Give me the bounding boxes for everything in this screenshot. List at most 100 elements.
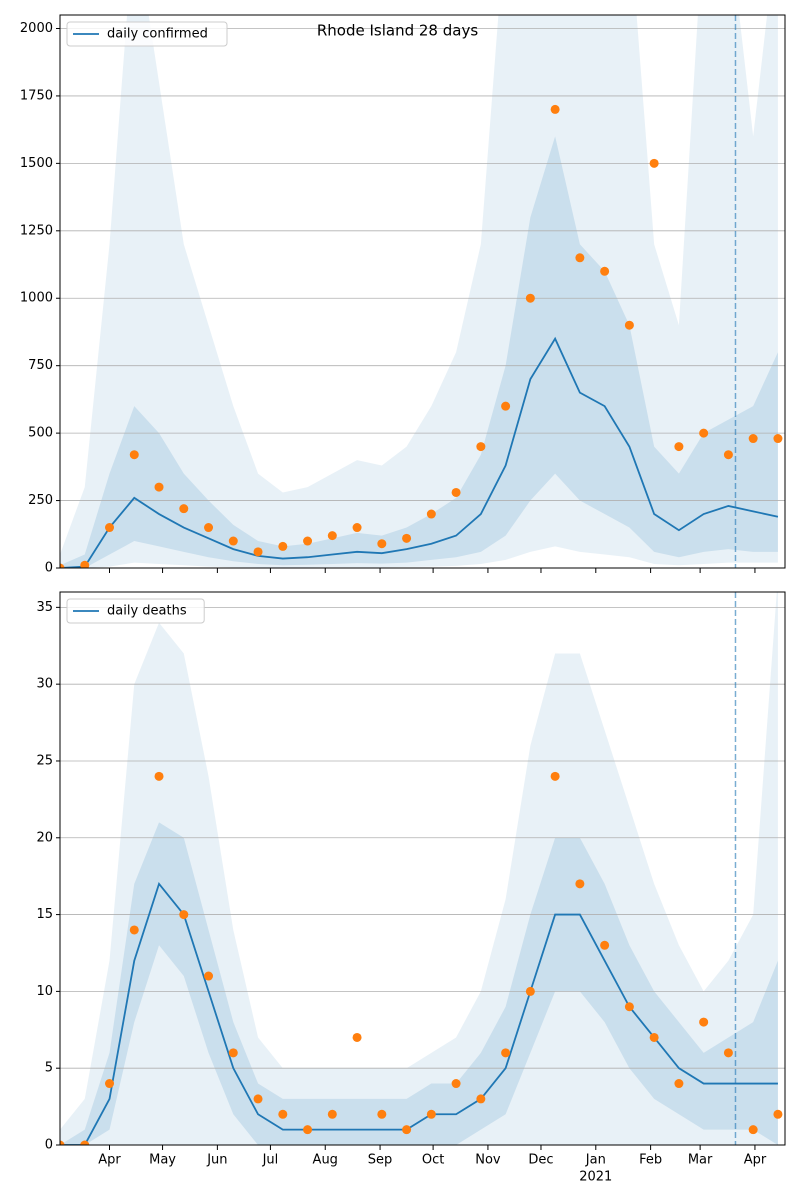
data-point [402, 1125, 412, 1135]
data-point [327, 1109, 337, 1119]
y-tick-label: 250 [28, 493, 53, 508]
y-tick-label: 10 [36, 984, 53, 999]
data-point [525, 293, 535, 303]
data-point [129, 925, 139, 935]
data-point [60, 1140, 65, 1145]
data-point [773, 1109, 783, 1119]
data-point [624, 1002, 634, 1012]
data-point [377, 1109, 387, 1119]
data-point [674, 442, 684, 452]
y-tick-label: 1750 [20, 88, 53, 103]
data-point [154, 482, 164, 492]
data-point [154, 771, 164, 781]
legend: daily confirmed [66, 21, 228, 47]
data-point [352, 1032, 362, 1042]
data-point [179, 504, 189, 514]
x-tick-label: Jan [585, 1153, 606, 1168]
data-point [476, 1094, 486, 1104]
y-tick-label: 750 [28, 358, 53, 373]
axes-frame [59, 591, 786, 1146]
data-point [204, 971, 214, 981]
data-point [550, 104, 560, 114]
data-point [699, 1017, 709, 1027]
x-tick-label: Oct [422, 1153, 444, 1168]
y-tick-label: 15 [36, 907, 53, 922]
legend-box [66, 21, 228, 47]
data-point [426, 509, 436, 519]
x-tick-label: Aug [313, 1153, 338, 1168]
data-point [699, 428, 709, 438]
data-point [303, 1125, 313, 1135]
data-point [402, 533, 412, 543]
data-point [723, 1048, 733, 1058]
data-point [204, 523, 214, 533]
x-tick-label: Nov [475, 1153, 501, 1168]
data-point [451, 487, 461, 497]
data-point [129, 450, 139, 460]
y-tick-label: 0 [45, 1138, 53, 1153]
data-point [600, 940, 610, 950]
data-point [600, 266, 610, 276]
y-tick-label: 25 [36, 753, 53, 768]
series-line [60, 881, 778, 1145]
data-point [278, 1109, 288, 1119]
x-tick-label: May [149, 1153, 176, 1168]
x-tick-label: Dec [528, 1153, 553, 1168]
x-tick-label: Jul [262, 1153, 279, 1168]
data-point [674, 1079, 684, 1089]
data-point [426, 1109, 436, 1119]
data-point [575, 879, 585, 889]
data-point [253, 1094, 263, 1104]
data-point [451, 1079, 461, 1089]
data-point [228, 1048, 238, 1058]
y-tick-label: 30 [36, 677, 53, 692]
data-point [723, 450, 733, 460]
data-point [228, 536, 238, 546]
x-tick-year: 2021 [579, 1170, 612, 1185]
data-point [60, 563, 65, 568]
x-tick-label: Mar [688, 1153, 713, 1168]
y-tick-label: 35 [36, 600, 53, 615]
data-point [748, 1125, 758, 1135]
data-point [575, 253, 585, 263]
x-tick-label: Feb [639, 1153, 662, 1168]
data-point [649, 158, 659, 168]
y-tick-label: 20 [36, 830, 53, 845]
series-line [60, 336, 779, 568]
y-tick-label: 1500 [20, 156, 53, 171]
data-point [501, 1048, 511, 1058]
uncertainty-band [60, 136, 778, 568]
x-tick-label: Apr [98, 1153, 121, 1168]
data-point [377, 539, 387, 549]
plot-area [60, 15, 785, 568]
data-point [773, 434, 783, 444]
data-point [80, 1140, 90, 1145]
data-point [501, 401, 511, 411]
plot-area [60, 592, 785, 1145]
x-tick-label: Sep [368, 1153, 393, 1168]
data-point [278, 541, 288, 551]
axes-frame [59, 14, 786, 569]
y-tick-label: 5 [45, 1061, 53, 1076]
y-tick-label: 0 [45, 561, 53, 576]
data-point [105, 523, 115, 533]
y-tick-label: 500 [28, 426, 53, 441]
data-point [649, 1032, 659, 1042]
data-point [550, 771, 560, 781]
data-point [303, 536, 313, 546]
uncertainty-band [60, 822, 778, 1145]
legend-label: daily deaths [107, 604, 187, 619]
data-point [105, 1079, 115, 1089]
y-tick-label: 1250 [20, 223, 53, 238]
y-tick-label: 1000 [20, 291, 53, 306]
data-point [525, 986, 535, 996]
data-point [179, 910, 189, 920]
uncertainty-band [60, 15, 778, 568]
uncertainty-band [60, 592, 778, 1145]
data-point [327, 531, 337, 541]
legend: daily deaths [66, 598, 205, 624]
data-point [748, 434, 758, 444]
legend-label: daily confirmed [107, 27, 208, 42]
